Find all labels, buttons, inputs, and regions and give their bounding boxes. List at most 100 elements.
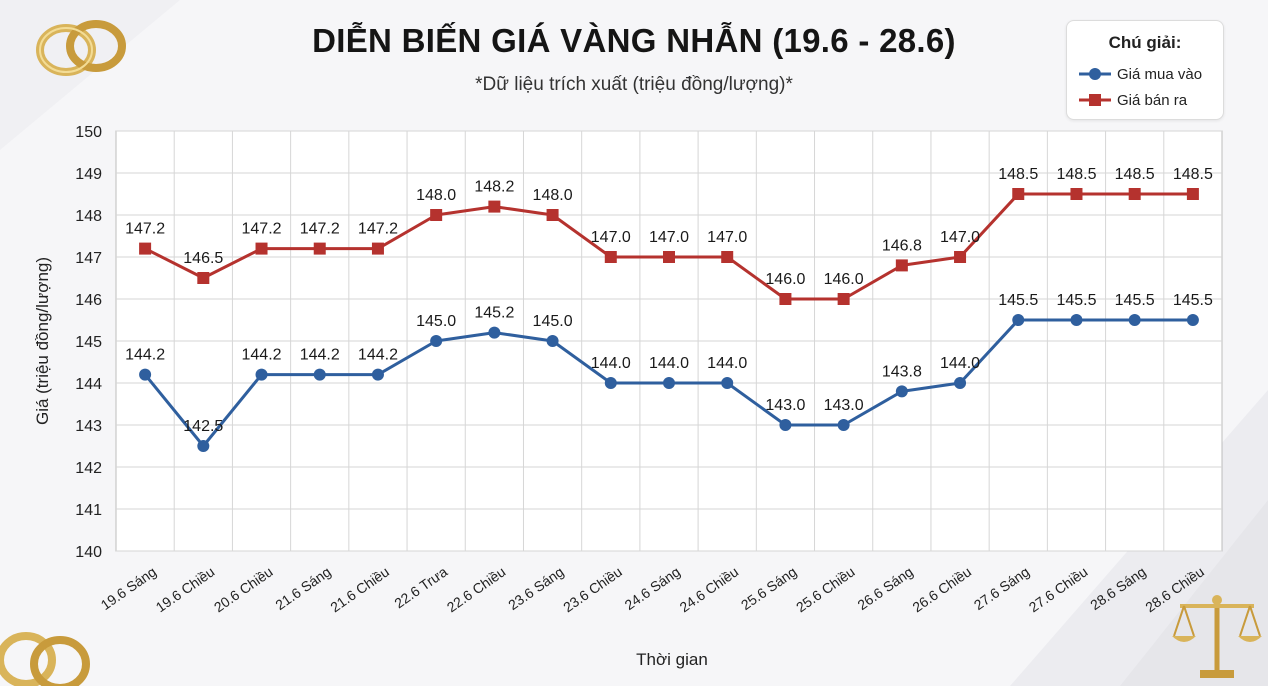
data-label-sell: 146.0 [765, 271, 805, 288]
data-label-buy: 144.2 [125, 347, 165, 364]
data-label-buy: 143.8 [882, 363, 922, 380]
data-label-sell: 148.0 [416, 187, 456, 204]
data-label-sell: 147.0 [649, 229, 689, 246]
x-tick-label: 19.6 Chiều [153, 563, 218, 615]
data-point-buy [139, 368, 152, 381]
data-label-buy: 144.0 [649, 355, 689, 372]
data-point-sell [488, 200, 501, 213]
x-tick-label: 20.6 Chiều [211, 563, 276, 615]
y-tick-label: 140 [75, 544, 102, 561]
data-point-sell [837, 293, 850, 305]
x-tick-label: 22.6 Trưa [391, 563, 450, 611]
data-point-sell [779, 293, 792, 305]
balance-scale-icon [1172, 595, 1262, 678]
data-point-buy [721, 377, 734, 389]
x-tick-label: 26.6 Chiều [909, 563, 974, 615]
data-point-buy [488, 326, 501, 339]
y-tick-label: 149 [75, 166, 102, 183]
legend-marker-sell [1079, 94, 1111, 106]
data-label-buy: 145.5 [1173, 292, 1213, 309]
data-label-sell: 147.0 [591, 229, 631, 246]
data-label-buy: 144.2 [358, 347, 398, 364]
data-label-sell: 148.0 [533, 187, 573, 204]
x-tick-label: 28.6 Chiều [1142, 563, 1207, 615]
y-tick-label: 146 [75, 292, 102, 309]
data-label-sell: 146.0 [824, 271, 864, 288]
y-tick-label: 145 [75, 334, 102, 351]
legend-marker-buy [1079, 68, 1111, 80]
data-point-buy [1186, 314, 1199, 326]
data-point-sell [663, 251, 675, 263]
data-label-sell: 148.5 [998, 166, 1038, 183]
data-point-buy [1128, 314, 1141, 326]
y-tick-label: 147 [75, 250, 102, 267]
data-label-sell: 148.5 [1115, 166, 1155, 183]
data-label-buy: 145.5 [998, 292, 1038, 309]
x-tick-label: 24.6 Chiều [677, 563, 742, 615]
data-label-buy: 144.0 [940, 355, 980, 372]
data-point-sell [1186, 188, 1199, 200]
x-tick-label: 26.6 Sáng [854, 563, 915, 613]
y-tick-label: 143 [75, 418, 102, 435]
data-point-sell [139, 242, 152, 255]
legend-label-sell: Giá bán ra [1117, 91, 1188, 109]
x-tick-label: 25.6 Chiều [793, 563, 858, 615]
y-tick-label: 141 [75, 502, 102, 519]
data-label-buy: 144.0 [591, 355, 631, 372]
data-point-buy [197, 440, 210, 452]
chart-title: DIỄN BIẾN GIÁ VÀNG NHẪN (19.6 - 28.6) [312, 22, 956, 59]
data-label-buy: 144.2 [300, 347, 340, 364]
data-point-buy [1070, 314, 1083, 326]
data-label-buy: 145.0 [533, 313, 573, 330]
data-point-sell [604, 251, 617, 263]
data-label-sell: 147.2 [358, 221, 398, 238]
data-point-buy [371, 368, 384, 381]
y-axis-label: Giá (triệu đồng/lượng) [33, 257, 52, 425]
data-point-buy [1012, 314, 1025, 326]
data-point-buy [255, 368, 268, 381]
data-point-sell [954, 251, 967, 263]
data-label-sell: 148.2 [474, 179, 514, 196]
data-point-sell [895, 259, 908, 272]
data-point-buy [430, 335, 443, 347]
data-label-buy: 145.5 [1115, 292, 1155, 309]
chart-subtitle: *Dữ liệu trích xuất (triệu đồng/lượng)* [475, 74, 793, 95]
wedding-rings-icon [36, 20, 126, 76]
data-label-sell: 148.5 [1056, 166, 1096, 183]
data-point-sell [313, 242, 326, 255]
data-point-buy [663, 377, 675, 389]
x-tick-label: 24.6 Sáng [622, 563, 683, 613]
x-tick-label: 25.6 Sáng [738, 563, 799, 613]
x-tick-label: 28.6 Sáng [1087, 563, 1148, 613]
x-tick-label: 27.6 Sáng [971, 563, 1032, 613]
data-point-sell [197, 272, 210, 284]
x-tick-label: 21.6 Sáng [272, 563, 333, 613]
x-tick-label: 22.6 Chiều [444, 563, 509, 615]
y-tick-label: 144 [75, 376, 102, 393]
data-label-buy: 144.0 [707, 355, 747, 372]
data-label-sell: 147.2 [300, 221, 340, 238]
x-tick-label: 23.6 Chiều [560, 563, 625, 615]
legend-label-buy: Giá mua vào [1117, 65, 1203, 83]
legend-title: Chú giải: [1108, 33, 1182, 52]
x-axis-label: Thời gian [636, 650, 708, 669]
data-point-buy [604, 377, 617, 389]
data-label-buy: 143.0 [765, 397, 805, 414]
x-tick-label: 21.6 Chiều [327, 563, 392, 615]
data-point-buy [837, 419, 850, 431]
data-point-sell [1070, 188, 1083, 200]
data-label-sell: 146.5 [183, 250, 223, 267]
data-label-buy: 145.2 [474, 305, 514, 322]
data-point-sell [1012, 188, 1025, 200]
data-point-sell [721, 251, 734, 263]
data-label-sell: 148.5 [1173, 166, 1213, 183]
y-tick-label: 148 [75, 208, 102, 225]
data-point-buy [895, 385, 908, 398]
data-point-buy [779, 419, 792, 431]
data-label-buy: 145.0 [416, 313, 456, 330]
data-label-sell: 147.0 [707, 229, 747, 246]
x-tick-label: 23.6 Sáng [505, 563, 566, 613]
data-label-buy: 142.5 [183, 418, 223, 435]
data-label-sell: 147.2 [242, 221, 282, 238]
